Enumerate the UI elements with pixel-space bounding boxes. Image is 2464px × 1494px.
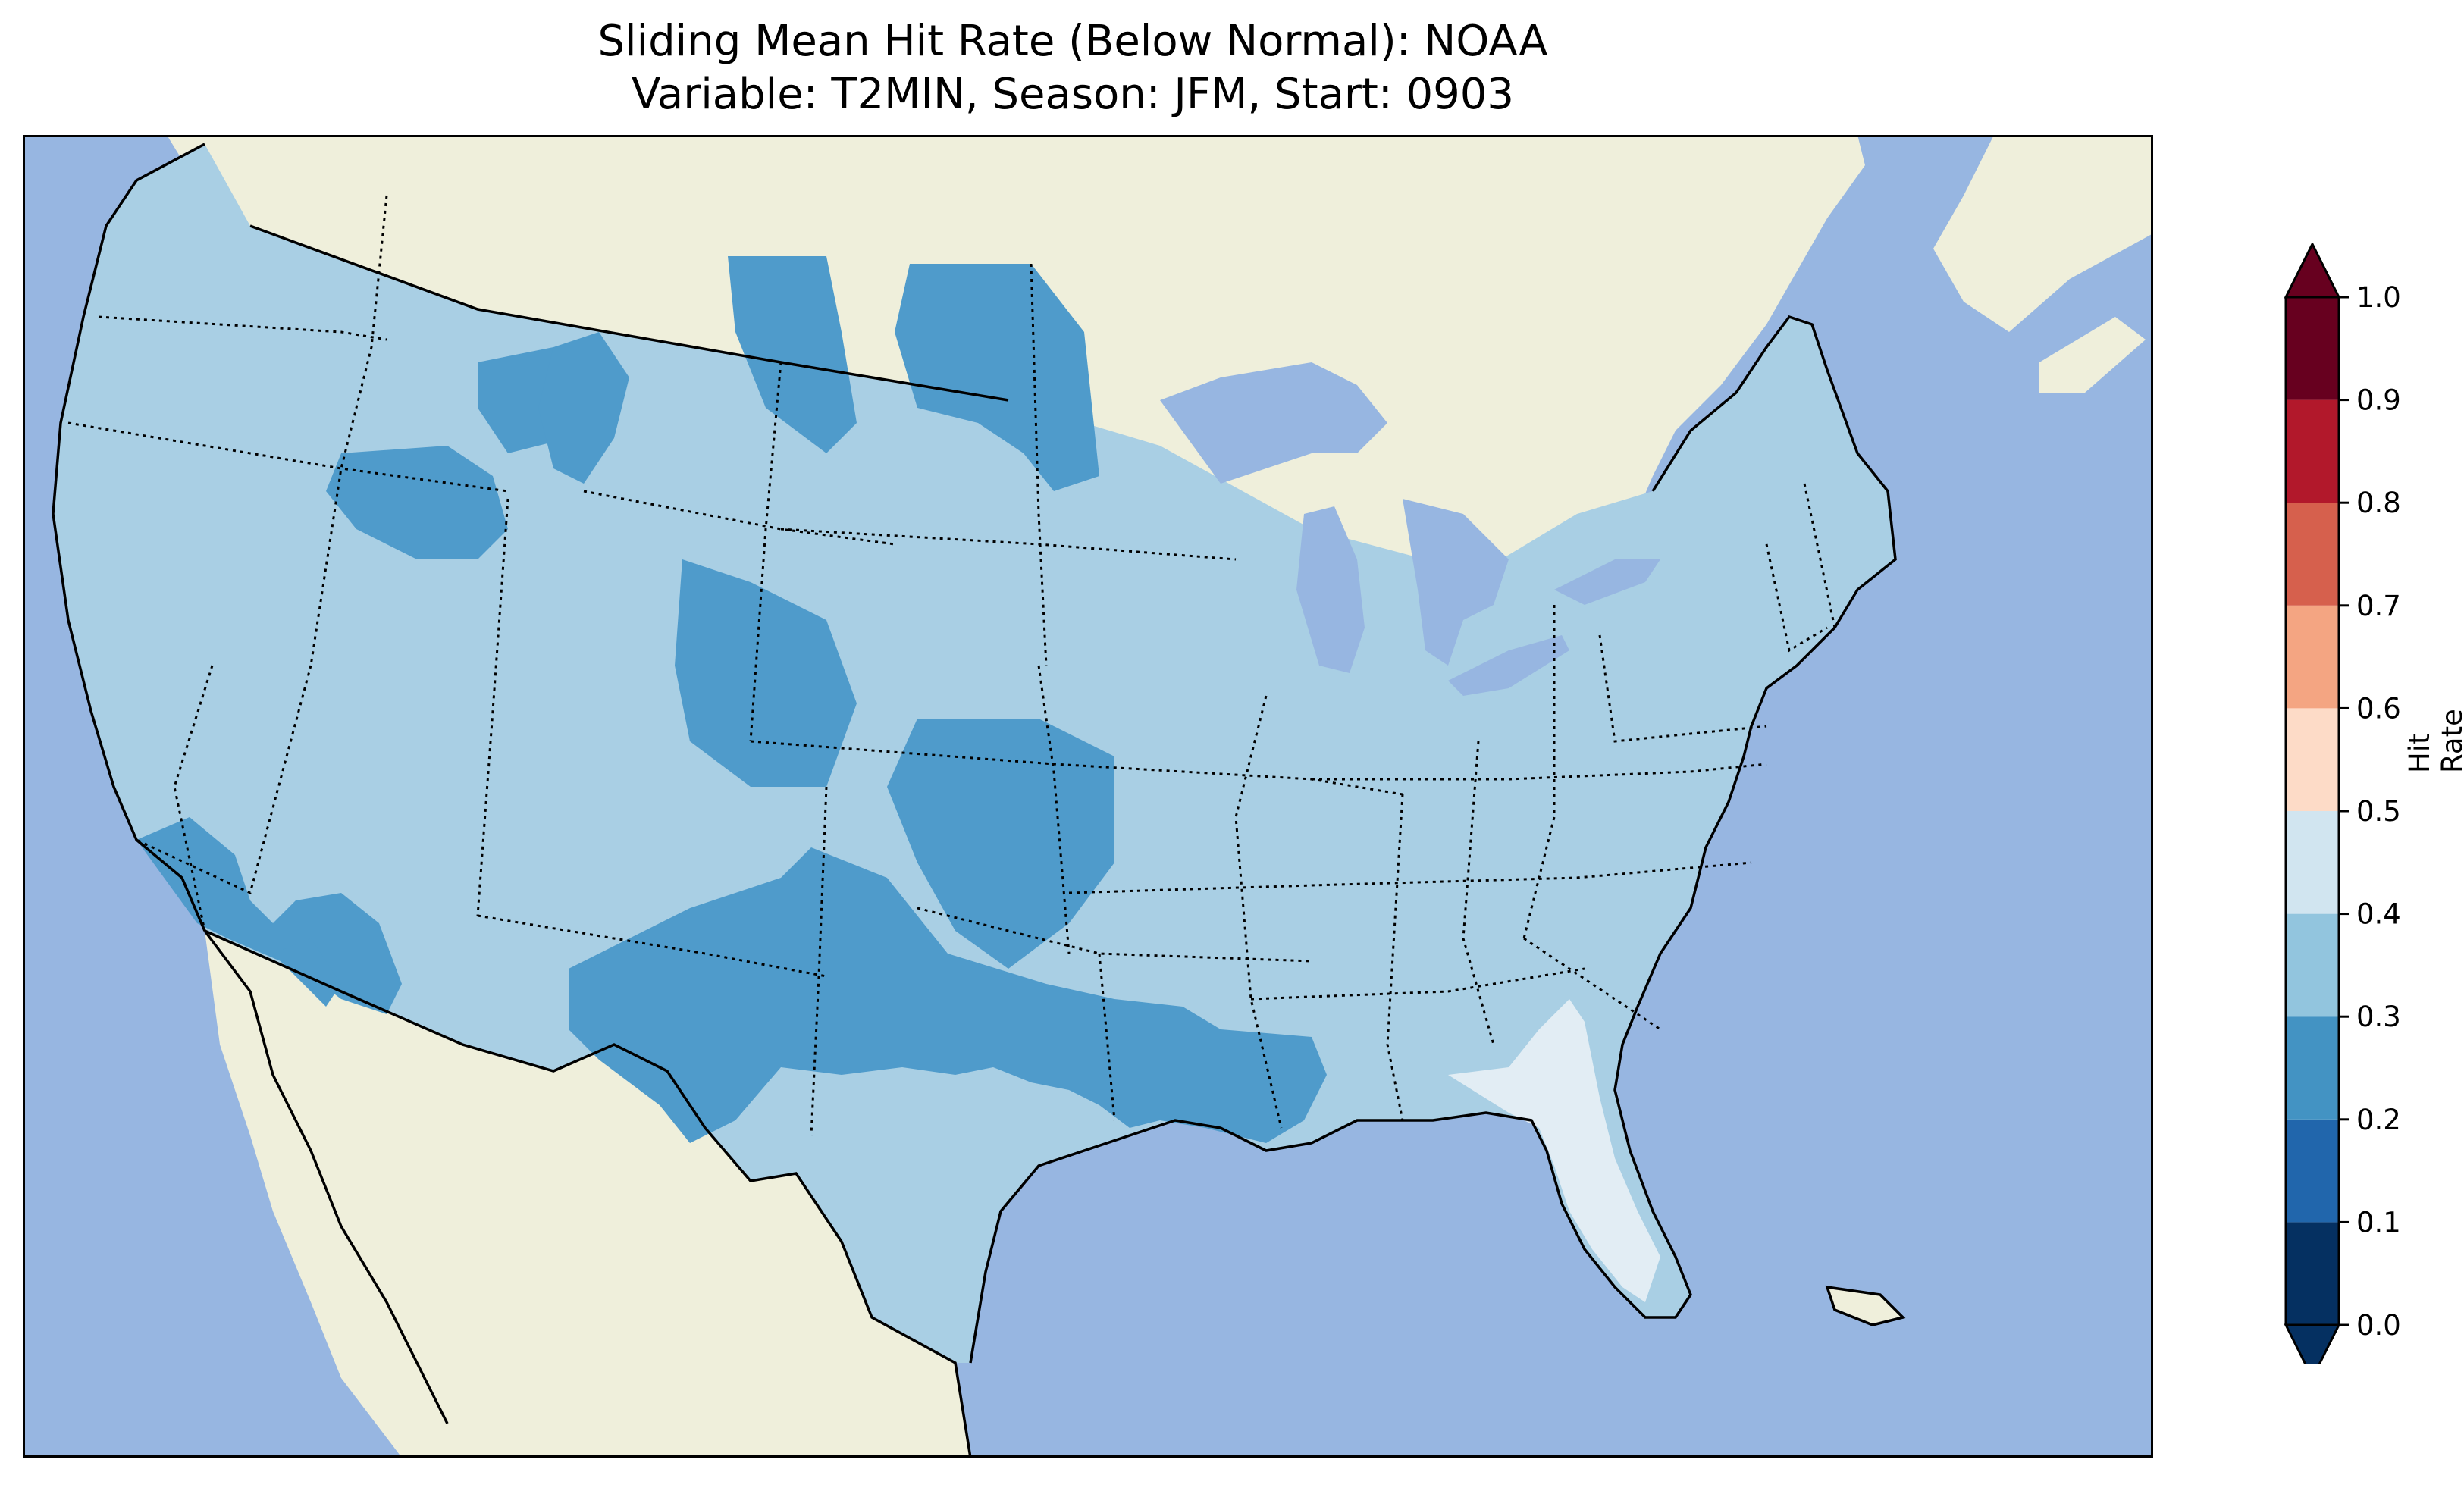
colorbar-tick-label: 0.6 xyxy=(2356,692,2401,725)
great-lakes xyxy=(1160,362,1660,696)
colorbar-band xyxy=(2286,503,2339,606)
colorbar-band xyxy=(2286,1222,2339,1325)
colorbar-tick-label: 0.5 xyxy=(2356,795,2401,828)
colorbar-band xyxy=(2286,1119,2339,1223)
map-title-line2: Variable: T2MIN, Season: JFM, Start: 090… xyxy=(631,70,1515,119)
colorbar-tick-label: 0.7 xyxy=(2356,590,2401,622)
colorbar-tick-label: 0.0 xyxy=(2356,1309,2401,1342)
colorbar-band xyxy=(2286,1016,2339,1120)
colorbar-tick-label: 1.0 xyxy=(2356,281,2401,314)
coastlines xyxy=(52,143,1906,1458)
colorbar-tick-label: 0.2 xyxy=(2356,1104,2401,1136)
colorbar-tick-label: 0.9 xyxy=(2356,384,2401,417)
colorbar-band xyxy=(2286,913,2339,1017)
colorbar-band xyxy=(2286,708,2339,811)
colorbar-band xyxy=(2286,811,2339,914)
colorbar-band xyxy=(2286,399,2339,503)
high-hit-rate-regions xyxy=(1448,999,1660,1302)
colorbar-extend-min xyxy=(2284,1323,2341,1364)
colorbar-tick-label: 0.3 xyxy=(2356,1001,2401,1033)
map-frame xyxy=(23,135,2153,1458)
colorbar: 0.0 0.1 0.2 0.3 0.4 0.5 0.6 0.7 0.8 0.9 1.0 xyxy=(2284,243,2401,1364)
colorbar-band xyxy=(2286,297,2339,400)
map-title-line1: Sliding Mean Hit Rate (Below Normal): NO… xyxy=(597,17,1548,66)
novascotia-land xyxy=(2039,317,2146,393)
colorbar-label: Hit Rate xyxy=(2403,709,2464,773)
colorbar-tick-label: 0.4 xyxy=(2356,898,2401,931)
maritimes-land xyxy=(1933,135,2153,332)
colorbar-extend-max xyxy=(2284,243,2341,299)
colorbar-tick-label: 0.8 xyxy=(2356,487,2401,519)
baja-land xyxy=(205,931,447,1435)
colorbar-tick-label: 0.1 xyxy=(2356,1206,2401,1239)
low-hit-rate-regions xyxy=(136,256,1327,1143)
state-borders xyxy=(67,195,1836,1136)
map-panel xyxy=(23,135,2153,1458)
cuba-land xyxy=(1827,1287,1903,1325)
colorbar-band xyxy=(2286,605,2339,709)
